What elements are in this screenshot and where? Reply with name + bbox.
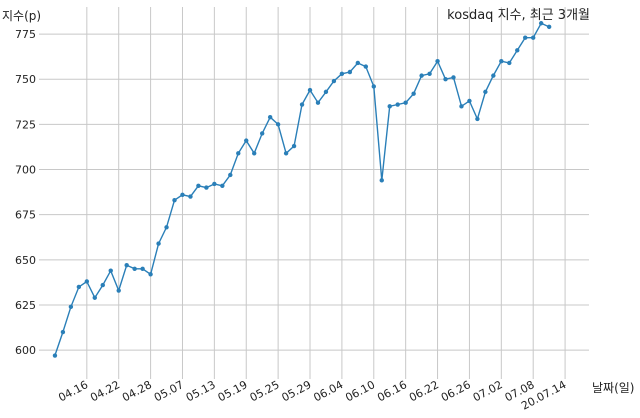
data-point <box>212 181 217 187</box>
data-point <box>419 73 424 78</box>
data-point <box>172 198 177 203</box>
data-point <box>491 73 496 78</box>
data-point <box>68 304 74 309</box>
x-tick-label-5: 05.19 <box>216 378 250 404</box>
data-point <box>403 100 408 105</box>
data-point <box>435 58 440 64</box>
data-point <box>164 225 169 230</box>
data-point <box>252 151 257 156</box>
data-point <box>267 114 273 120</box>
data-point <box>140 266 145 272</box>
x-tick-label-1: 04.22 <box>88 378 122 404</box>
data-point <box>339 71 345 77</box>
x-tick-label-10: 06.16 <box>375 378 409 404</box>
data-point <box>379 178 384 183</box>
y-tick-label-750: 750 <box>15 73 36 86</box>
data-point <box>363 64 369 69</box>
x-tick-label-11: 06.22 <box>407 378 441 404</box>
data-point <box>475 116 480 122</box>
data-point <box>132 266 137 272</box>
data-point <box>459 104 464 109</box>
data-point <box>52 353 58 358</box>
x-tick-labels: 04.1604.2204.2805.0705.1305.1905.2505.29… <box>56 378 568 412</box>
data-point <box>467 98 472 104</box>
y-tick-label-625: 625 <box>15 299 36 312</box>
x-tick-label-12: 06.26 <box>439 378 473 404</box>
data-point <box>451 75 456 80</box>
data-point <box>307 87 313 93</box>
data-point <box>116 288 121 293</box>
data-point <box>283 151 289 156</box>
y-tick-label-675: 675 <box>15 209 36 222</box>
y-axis-title: 지수(p) <box>2 9 41 23</box>
data-point <box>546 24 552 30</box>
data-point <box>483 89 488 95</box>
data-point <box>531 35 536 40</box>
data-point <box>220 183 225 188</box>
x-tick-label-7: 05.29 <box>280 378 314 404</box>
x-tick-label-6: 05.25 <box>248 378 282 404</box>
data-point <box>411 91 416 96</box>
x-tick-label-13: 07.02 <box>471 378 505 404</box>
data-point <box>371 84 376 89</box>
data-point <box>291 143 297 149</box>
data-point <box>228 172 233 178</box>
y-tick-label-650: 650 <box>15 254 36 267</box>
data-point <box>499 58 504 64</box>
data-point <box>108 268 113 273</box>
data-point <box>387 104 392 109</box>
data-point <box>538 21 544 26</box>
y-tick-label-725: 725 <box>15 118 36 131</box>
data-point <box>395 102 400 107</box>
x-tick-label-3: 05.07 <box>152 378 186 404</box>
y-tick-labels: 600 625 650 675 700 725 750 775 <box>15 28 36 357</box>
data-point <box>355 60 361 66</box>
data-point <box>84 279 90 284</box>
chart-title: kosdaq 지수, 최근 3개월 <box>447 8 590 23</box>
x-tick-label-4: 05.13 <box>184 378 218 404</box>
grid <box>39 7 589 379</box>
series-line <box>54 22 550 356</box>
y-tick-label-600: 600 <box>15 344 36 357</box>
data-point <box>204 185 209 190</box>
data-point <box>236 151 241 156</box>
data-point <box>196 183 201 188</box>
data-point <box>507 60 512 66</box>
data-point <box>148 272 153 277</box>
data-point <box>92 295 97 300</box>
data-point <box>188 194 193 199</box>
x-tick-label-0: 04.16 <box>56 378 90 404</box>
y-tick-label-700: 700 <box>15 164 36 177</box>
data-point <box>60 329 66 335</box>
data-point <box>275 122 281 127</box>
series-kosdaq <box>52 21 552 358</box>
data-point <box>259 131 265 136</box>
x-axis-title: 날짜(일) <box>592 381 634 395</box>
data-point <box>180 192 185 198</box>
data-point <box>76 284 82 290</box>
x-tick-label-2: 04.28 <box>120 378 154 404</box>
data-point <box>443 77 448 82</box>
data-point <box>315 100 321 105</box>
data-point <box>323 89 329 95</box>
data-point <box>124 263 129 268</box>
data-point <box>331 78 337 84</box>
x-tick-label-8: 06.04 <box>311 378 345 404</box>
data-point <box>515 48 520 53</box>
x-tick-label-9: 06.10 <box>343 378 377 404</box>
y-tick-label-775: 775 <box>15 28 36 41</box>
data-point <box>244 138 249 143</box>
data-point <box>100 282 105 288</box>
data-point <box>347 69 353 75</box>
data-point <box>523 35 528 40</box>
data-point <box>156 241 161 246</box>
data-point <box>427 71 432 77</box>
data-point <box>299 102 305 107</box>
